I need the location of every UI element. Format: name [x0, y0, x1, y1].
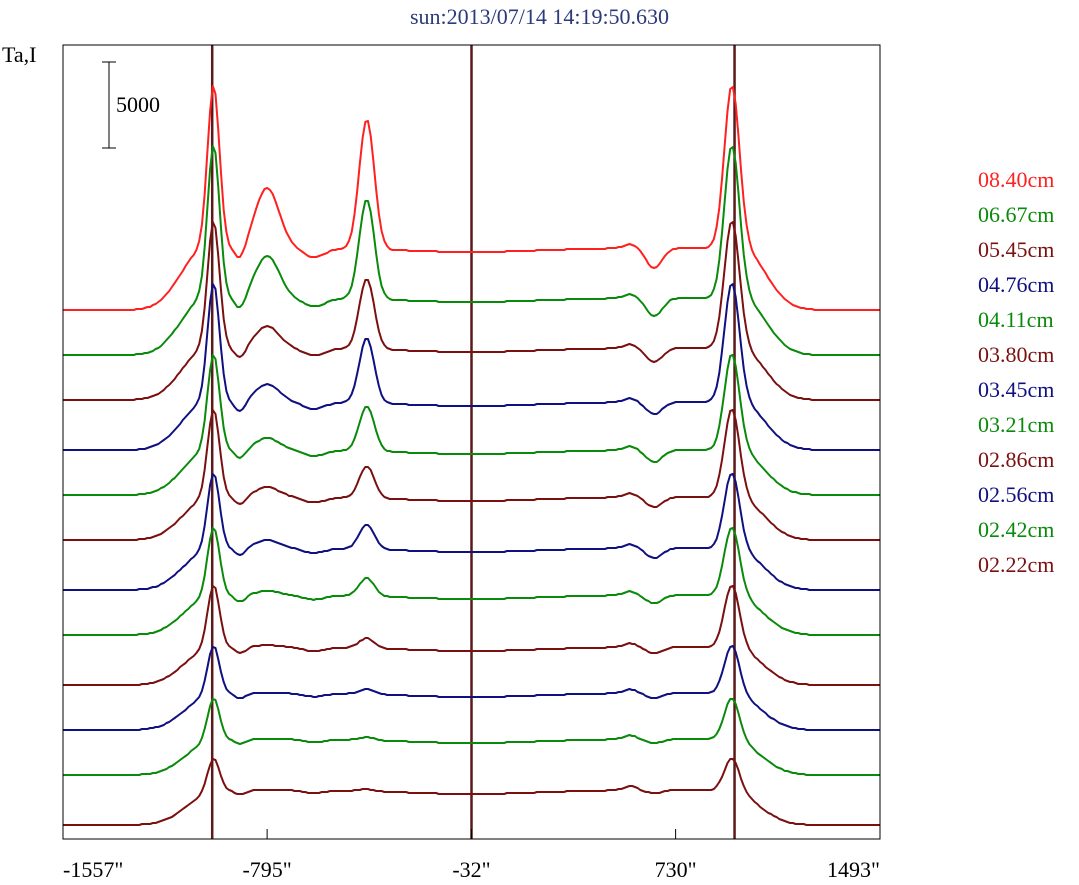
- legend-item: 03.80cm: [978, 342, 1055, 367]
- legend-item: 02.22cm: [978, 552, 1055, 577]
- series-line-08.40cm: [63, 85, 880, 311]
- x-axis-ticks: -1557" -795" -32" 730" 1493": [62, 829, 881, 882]
- legend-item: 05.45cm: [978, 237, 1055, 262]
- chart-title: sun:2013/07/14 14:19:50.630: [409, 4, 670, 29]
- series-line-03.80cm: [63, 409, 880, 541]
- series-line-02.42cm: [63, 698, 880, 776]
- x-tick-label: -795": [242, 857, 291, 882]
- series-line-04.11cm: [63, 354, 880, 496]
- scale-bar-label: 5000: [116, 92, 160, 117]
- vertical-markers: [210, 45, 736, 839]
- legend-item: 08.40cm: [978, 167, 1055, 192]
- series-line-06.67cm: [63, 145, 880, 356]
- series-line-02.22cm: [63, 758, 880, 826]
- series-line-04.76cm: [63, 283, 880, 451]
- legend-item: 06.67cm: [978, 202, 1055, 227]
- scale-bar: 5000: [102, 61, 160, 149]
- legend: 08.40cm 06.67cm 05.45cm 04.76cm 04.11cm 03.80…: [978, 162, 1054, 582]
- x-tick-label: -32": [452, 857, 490, 882]
- legend-item: 04.11cm: [978, 307, 1054, 332]
- x-tick-label: 1493": [827, 857, 880, 882]
- legend-item: 04.76cm: [978, 272, 1055, 297]
- legend-item: 03.45cm: [978, 377, 1055, 402]
- series-line-02.86cm: [63, 585, 880, 686]
- series-line-03.21cm: [63, 527, 880, 636]
- legend-item: 02.42cm: [978, 517, 1055, 542]
- series-line-05.45cm: [63, 221, 880, 401]
- legend-item: 03.21cm: [978, 412, 1055, 437]
- x-tick-label: 730": [655, 857, 697, 882]
- series-layer: [63, 85, 880, 826]
- legend-item: 02.86cm: [978, 447, 1055, 472]
- legend-item: 02.56cm: [978, 482, 1055, 507]
- y-axis-label: Ta,I: [2, 42, 37, 67]
- x-tick-label: -1557": [63, 857, 123, 882]
- series-line-02.56cm: [63, 645, 880, 731]
- series-line-03.45cm: [63, 473, 880, 591]
